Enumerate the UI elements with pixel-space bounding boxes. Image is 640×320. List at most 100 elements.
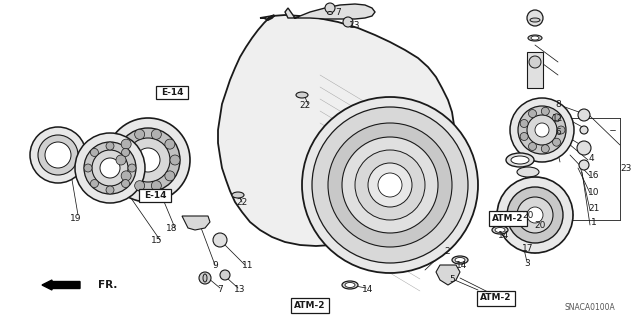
Circle shape xyxy=(579,160,589,170)
Circle shape xyxy=(75,133,145,203)
Circle shape xyxy=(527,207,543,223)
Circle shape xyxy=(541,107,549,115)
Text: 14: 14 xyxy=(456,260,468,269)
Circle shape xyxy=(497,210,507,220)
Circle shape xyxy=(529,142,536,150)
Circle shape xyxy=(38,135,78,175)
Circle shape xyxy=(45,142,71,168)
Text: SNACA0100A: SNACA0100A xyxy=(564,303,615,313)
Circle shape xyxy=(134,129,145,139)
FancyBboxPatch shape xyxy=(156,85,188,99)
Ellipse shape xyxy=(232,192,244,198)
Circle shape xyxy=(92,150,128,186)
Circle shape xyxy=(559,227,568,236)
Text: 7: 7 xyxy=(335,7,341,17)
Circle shape xyxy=(355,150,425,220)
Circle shape xyxy=(84,164,92,172)
Circle shape xyxy=(507,187,516,197)
Circle shape xyxy=(498,219,508,228)
Ellipse shape xyxy=(296,92,308,98)
Circle shape xyxy=(501,227,511,236)
Polygon shape xyxy=(436,265,460,285)
Text: ATM-2: ATM-2 xyxy=(492,213,524,222)
Ellipse shape xyxy=(506,153,534,167)
Ellipse shape xyxy=(345,283,355,287)
Circle shape xyxy=(538,242,548,252)
Circle shape xyxy=(106,118,190,202)
Text: 12: 12 xyxy=(552,114,564,123)
Circle shape xyxy=(90,180,99,188)
Circle shape xyxy=(559,194,568,204)
Circle shape xyxy=(170,155,180,165)
Circle shape xyxy=(563,210,573,220)
Polygon shape xyxy=(527,52,543,88)
Text: 20: 20 xyxy=(534,220,546,229)
Polygon shape xyxy=(218,15,454,246)
Circle shape xyxy=(121,139,131,149)
Circle shape xyxy=(116,155,126,165)
Text: 11: 11 xyxy=(243,260,253,269)
Text: 1: 1 xyxy=(591,218,597,227)
Circle shape xyxy=(128,164,136,172)
Circle shape xyxy=(577,141,591,155)
Text: E-14: E-14 xyxy=(144,190,166,199)
Ellipse shape xyxy=(528,35,542,41)
Circle shape xyxy=(199,272,211,284)
Text: 23: 23 xyxy=(620,164,632,172)
Text: 20: 20 xyxy=(522,211,534,220)
Text: 22: 22 xyxy=(236,197,248,206)
Ellipse shape xyxy=(530,18,540,22)
Circle shape xyxy=(90,148,99,156)
Text: ATM-2: ATM-2 xyxy=(480,293,512,302)
Circle shape xyxy=(535,123,549,137)
Text: 13: 13 xyxy=(349,20,361,29)
Circle shape xyxy=(554,187,563,197)
Circle shape xyxy=(580,126,588,134)
Circle shape xyxy=(522,242,531,252)
Circle shape xyxy=(121,171,131,181)
Circle shape xyxy=(538,178,548,188)
Text: 14: 14 xyxy=(362,285,374,294)
Text: 6: 6 xyxy=(555,127,561,137)
FancyArrow shape xyxy=(42,280,80,290)
Text: 8: 8 xyxy=(555,100,561,108)
Text: 21: 21 xyxy=(588,204,600,212)
Text: E-14: E-14 xyxy=(161,87,183,97)
Circle shape xyxy=(84,142,136,194)
Circle shape xyxy=(513,239,524,249)
Ellipse shape xyxy=(452,256,468,264)
Circle shape xyxy=(547,239,557,249)
Circle shape xyxy=(520,132,528,140)
Circle shape xyxy=(106,186,114,194)
Circle shape xyxy=(342,137,438,233)
Circle shape xyxy=(517,197,553,233)
Circle shape xyxy=(151,181,161,191)
Circle shape xyxy=(552,138,561,146)
Circle shape xyxy=(501,194,511,204)
Circle shape xyxy=(325,3,335,13)
Circle shape xyxy=(151,129,161,139)
Circle shape xyxy=(507,187,563,243)
Circle shape xyxy=(220,270,230,280)
Text: 17: 17 xyxy=(522,244,534,252)
Text: 18: 18 xyxy=(166,223,178,233)
Ellipse shape xyxy=(511,156,529,164)
Text: 5: 5 xyxy=(449,276,455,284)
Text: 2: 2 xyxy=(444,246,450,255)
Circle shape xyxy=(562,202,572,212)
Circle shape xyxy=(562,219,572,228)
Ellipse shape xyxy=(328,12,333,14)
Circle shape xyxy=(498,202,508,212)
Circle shape xyxy=(30,127,86,183)
Text: 7: 7 xyxy=(217,285,223,294)
Circle shape xyxy=(213,233,227,247)
Circle shape xyxy=(507,233,516,243)
Text: FR.: FR. xyxy=(98,280,117,290)
Text: 19: 19 xyxy=(70,213,82,222)
Circle shape xyxy=(134,181,145,191)
Circle shape xyxy=(510,98,574,162)
Text: 15: 15 xyxy=(151,236,163,244)
Circle shape xyxy=(529,109,536,117)
Text: 13: 13 xyxy=(234,285,246,294)
Polygon shape xyxy=(285,4,375,19)
